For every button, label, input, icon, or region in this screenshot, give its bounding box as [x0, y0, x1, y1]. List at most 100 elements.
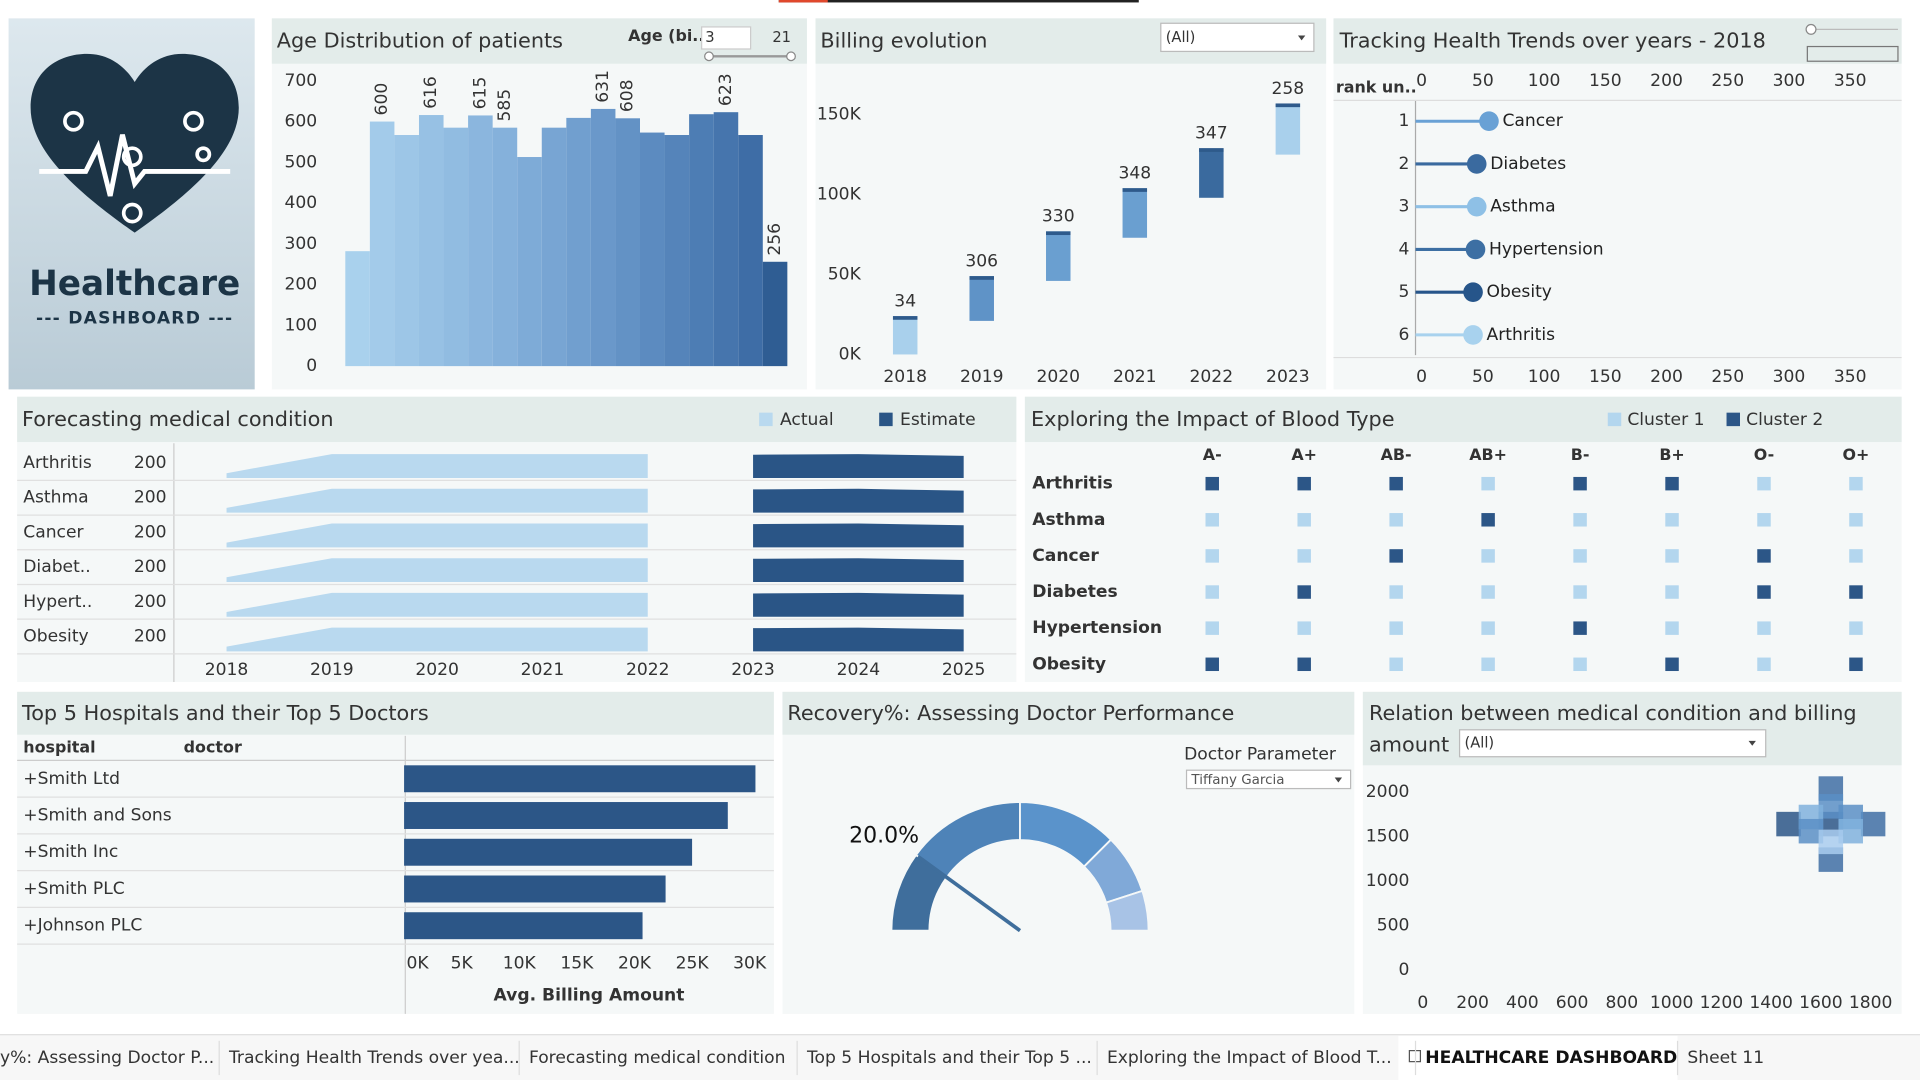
- chart-title: Exploring the Impact of Blood Type: [1031, 407, 1394, 431]
- panel-header: [17, 396, 1017, 443]
- row-label: Asthma: [23, 488, 88, 508]
- y-tick-label: 4: [1398, 239, 1409, 259]
- x-tick-label: 300: [1773, 71, 1806, 91]
- y-tick-label: 300: [284, 234, 317, 254]
- dropdown-arrow: [1297, 35, 1306, 41]
- column-header: B-: [1571, 445, 1590, 464]
- tab[interactable]: HEALTHCARE DASHBOARD: [1425, 1048, 1677, 1068]
- column-header: AB-: [1381, 445, 1412, 464]
- data-label: 585: [495, 89, 515, 122]
- slider-handle[interactable]: [704, 51, 714, 62]
- y-tick-label: 2: [1398, 154, 1409, 174]
- bar: [404, 765, 756, 793]
- data-label: 306: [965, 251, 998, 271]
- cell: [1205, 476, 1219, 491]
- panel: [815, 18, 1327, 390]
- y-tick-label: 600: [284, 112, 317, 132]
- cell: [1757, 657, 1771, 672]
- cell: [1481, 657, 1495, 672]
- cell: [1573, 657, 1587, 672]
- bar-cap: [1046, 231, 1071, 236]
- billing-dropdown[interactable]: (All): [1160, 22, 1315, 53]
- bar: [1046, 231, 1071, 281]
- tab[interactable]: Top 5 Hospitals and their Top 5 ...: [806, 1048, 1092, 1068]
- bar: [713, 112, 739, 367]
- chart-title: Recovery%: Assessing Doctor Performance: [787, 701, 1234, 725]
- cell: [1665, 585, 1679, 599]
- bar-cap: [1275, 103, 1301, 108]
- cell: [1389, 657, 1403, 672]
- bar: [1275, 103, 1301, 155]
- x-tick-label: 1400: [1749, 993, 1793, 1013]
- x-tick-label: 2023: [731, 660, 775, 680]
- cell: [1481, 549, 1495, 563]
- x-tick-label: 0: [1416, 367, 1427, 387]
- logo-icon: [183, 110, 204, 132]
- scatter-dropdown[interactable]: (All): [1458, 729, 1767, 758]
- x-tick-label: 15K: [560, 954, 594, 974]
- y-tick-label: 100K: [817, 185, 862, 205]
- playback-controls[interactable]: [1805, 23, 1899, 62]
- slider-handle[interactable]: [786, 51, 796, 62]
- tab[interactable]: Tracking Health Trends over yea...: [228, 1048, 520, 1068]
- logo-icon: [121, 146, 143, 168]
- y-tick-label: 150K: [817, 105, 862, 125]
- row-label: +Johnson PLC: [23, 916, 142, 936]
- tab[interactable]: Forecasting medical condition: [529, 1048, 786, 1068]
- dropdown-box[interactable]: [1458, 729, 1767, 758]
- active-tab[interactable]: [1398, 1035, 1678, 1080]
- legend-label: Cluster 1: [1627, 410, 1704, 430]
- dropdown-box[interactable]: [1185, 769, 1352, 790]
- axis-title: rank un..: [1336, 78, 1417, 97]
- data-label: 608: [618, 79, 638, 112]
- data-label: 258: [1272, 79, 1305, 99]
- x-tick-label: 1000: [1650, 993, 1694, 1013]
- dropdown-box[interactable]: [1160, 22, 1315, 53]
- cell: [1757, 621, 1771, 635]
- x-tick-label: 50: [1472, 71, 1494, 91]
- panel-header: [1024, 396, 1902, 443]
- legend-swatch: [759, 412, 773, 427]
- lollipop-dot: [1463, 282, 1483, 302]
- x-tick-label: 10K: [503, 954, 537, 974]
- row-label: Cancer: [23, 522, 84, 542]
- bar: [394, 135, 419, 367]
- bar: [404, 912, 643, 940]
- slider-handle[interactable]: [1805, 23, 1817, 35]
- tab[interactable]: Exploring the Impact of Blood T...: [1107, 1048, 1392, 1068]
- control-buttons[interactable]: [1806, 45, 1899, 62]
- top-indicator-accent: [778, 0, 828, 3]
- x-tick-label: 2018: [205, 660, 249, 680]
- point-label: Diabetes: [1490, 154, 1566, 174]
- area: [226, 558, 648, 583]
- filter-input[interactable]: [701, 26, 752, 50]
- legend-label: Actual: [780, 410, 834, 430]
- row-label: Arthritis: [23, 453, 92, 473]
- bar: [443, 127, 469, 367]
- scatter-point: [1818, 829, 1844, 855]
- doctor-parameter[interactable]: Doctor Parameter Tiffany Garcia: [1184, 744, 1352, 790]
- bar: [1199, 148, 1224, 198]
- x-tick-label: 2023: [1266, 367, 1310, 387]
- tab[interactable]: Sheet 11: [1687, 1048, 1764, 1068]
- row-label: Cancer: [1032, 546, 1099, 566]
- cell: [1665, 513, 1679, 527]
- x-tick-label: 1200: [1700, 993, 1744, 1013]
- x-tick-label: 150: [1589, 367, 1622, 387]
- row-label: Hypertension: [1032, 618, 1162, 638]
- cell: [1849, 476, 1863, 491]
- x-tick-label: 2025: [942, 660, 986, 680]
- x-tick-label: 200: [1650, 71, 1683, 91]
- cell: [1205, 513, 1219, 527]
- panel: [1333, 18, 1902, 390]
- x-tick-label: 300: [1773, 367, 1806, 387]
- x-tick-label: 25K: [676, 954, 710, 974]
- age-filter[interactable]: Age (bi.. 3 21: [628, 26, 796, 62]
- bar: [541, 127, 567, 367]
- cell: [1757, 549, 1771, 563]
- cell: [1849, 621, 1863, 635]
- tab[interactable]: y%: Assessing Doctor P...: [0, 1048, 214, 1068]
- cell: [1481, 476, 1495, 491]
- y-tick-label: 400: [284, 193, 317, 213]
- point-label: Asthma: [1490, 197, 1555, 217]
